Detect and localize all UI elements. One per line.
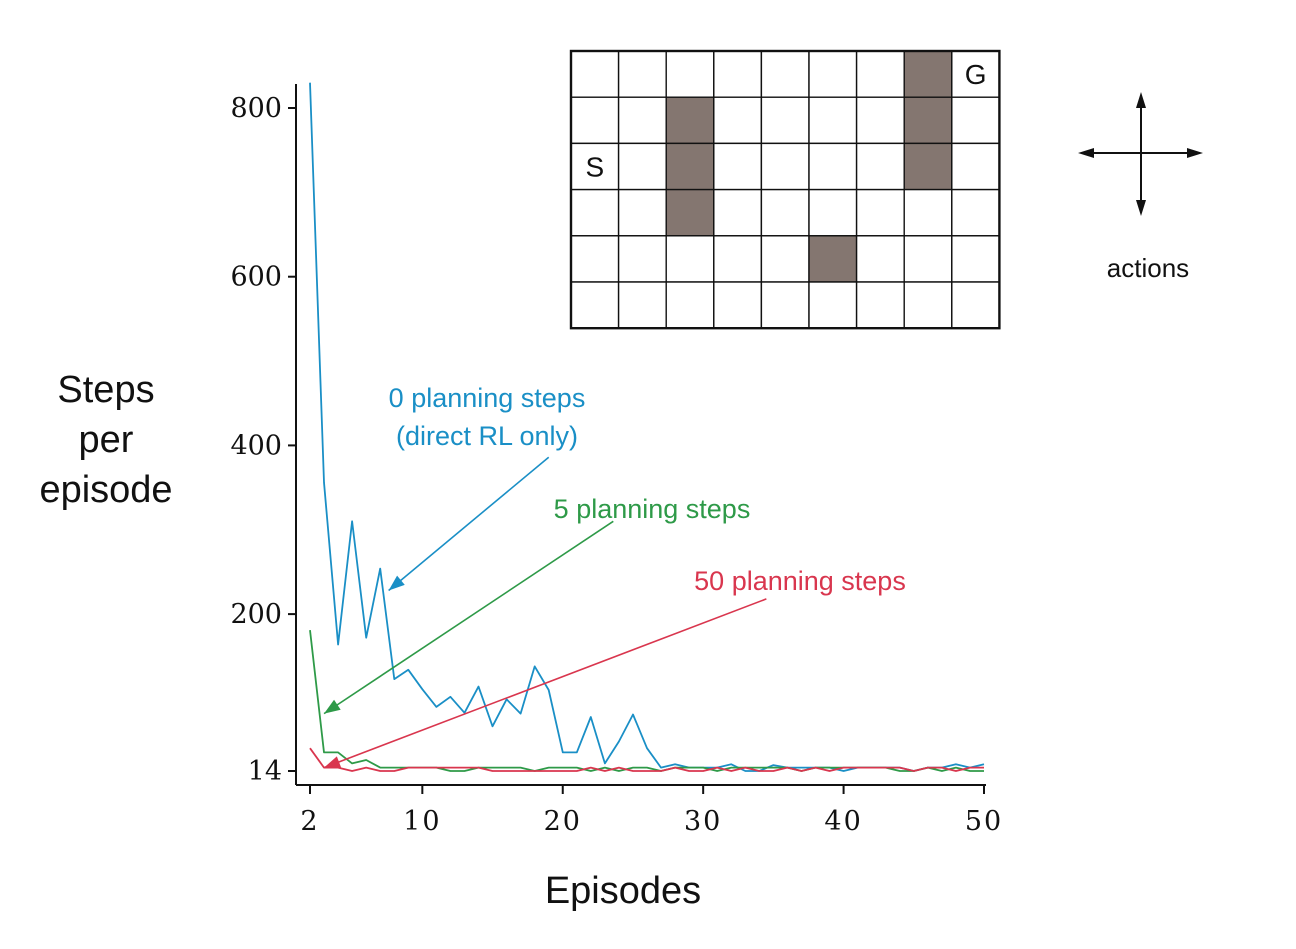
- gridworld-cell: [570, 281, 620, 329]
- annotations: 0 planning steps (direct RL only) 5 planni…: [323, 383, 906, 769]
- annotation-label-a0-line-1: 0 planning steps: [389, 383, 586, 413]
- gridworld-cell: [760, 142, 810, 191]
- gridworld-cell: [808, 142, 858, 191]
- gridworld-cell: [570, 235, 620, 283]
- x-tick-label-10: 10: [403, 806, 441, 837]
- gridworld-cell: [951, 281, 1001, 329]
- x-tick-label-50: 50: [965, 806, 1003, 837]
- y-axis-label-line-2: per: [79, 419, 134, 461]
- gridworld-cell: [951, 142, 1001, 191]
- annotation-arrowhead-a0: [388, 575, 405, 591]
- actions-diagram: [1078, 92, 1203, 216]
- gridworld-cell: [713, 235, 763, 283]
- gridworld-cell: [617, 96, 667, 145]
- gridworld-cell: [855, 50, 905, 98]
- gridworld-cell: [903, 281, 953, 329]
- series-group: [309, 82, 985, 772]
- x-axis-label: Episodes: [545, 870, 701, 912]
- gridworld-cell: [570, 50, 620, 98]
- gridworld-cell: [951, 50, 1001, 98]
- y-axis-label-line-1: Steps: [57, 369, 154, 411]
- gridworld-obstacle-cell: [808, 235, 858, 283]
- gridworld-cell: [855, 142, 905, 191]
- actions-arrowhead-right: [1187, 148, 1203, 158]
- x-tick-label-30: 30: [684, 806, 722, 837]
- annotation-arrow-a50: [323, 598, 767, 769]
- y-tick-label-400: 400: [230, 430, 282, 461]
- gridworld: SG: [569, 49, 1001, 330]
- gridworld-cell: [713, 142, 763, 191]
- gridworld-cell: [713, 96, 763, 145]
- annotation-arrowhead-a5: [324, 699, 341, 714]
- gridworld-start-label: S: [585, 152, 604, 183]
- gridworld-cell: [951, 235, 1001, 283]
- gridworld-obstacle-cell: [665, 188, 715, 237]
- y-tick-label-14: 14: [248, 756, 282, 787]
- gridworld-obstacle-cell: [665, 96, 715, 145]
- annotation-label-a50-line-1: 50 planning steps: [694, 566, 906, 596]
- y-tick-label-600: 600: [230, 262, 282, 293]
- gridworld-cell: [760, 96, 810, 145]
- gridworld-cell: [760, 50, 810, 98]
- gridworld-cell: [808, 50, 858, 98]
- gridworld-obstacle-cell: [903, 50, 953, 98]
- axes: [295, 84, 986, 786]
- gridworld-obstacle-cell: [903, 96, 953, 145]
- gridworld-cell: [570, 96, 620, 145]
- gridworld-cell: [665, 281, 715, 329]
- gridworld-cell: [808, 188, 858, 237]
- gridworld-obstacle-cell: [903, 142, 953, 191]
- gridworld-cell: [760, 235, 810, 283]
- gridworld-cell: [665, 235, 715, 283]
- x-tick-label-40: 40: [824, 806, 862, 837]
- gridworld-cell: [713, 50, 763, 98]
- gridworld-cell: [617, 142, 667, 191]
- gridworld-goal-label: G: [965, 59, 987, 90]
- series-line-s50: [309, 747, 984, 772]
- gridworld-cell: [760, 188, 810, 237]
- gridworld-cell: [855, 96, 905, 145]
- gridworld-cell: [951, 188, 1001, 237]
- gridworld-cell: [713, 281, 763, 329]
- gridworld-obstacle-cell: [665, 142, 715, 191]
- series-line-s5: [309, 629, 984, 772]
- gridworld-cell: [760, 281, 810, 329]
- gridworld-cell: [713, 188, 763, 237]
- gridworld-border: [569, 49, 1001, 330]
- gridworld-cell: [617, 50, 667, 98]
- gridworld-cell: [903, 188, 953, 237]
- gridworld-cell: [808, 96, 858, 145]
- actions-arrowhead-left: [1078, 148, 1094, 158]
- gridworld-cell: [808, 281, 858, 329]
- gridworld-cell: [617, 188, 667, 237]
- actions-arrowhead-up: [1136, 92, 1146, 108]
- x-tick-label-20: 20: [544, 806, 582, 837]
- annotation-arrowhead-a50: [324, 756, 342, 768]
- gridworld-cell: [570, 188, 620, 237]
- gridworld-cell: [855, 281, 905, 329]
- y-tick-label-800: 800: [230, 93, 282, 124]
- gridworld-cell: [617, 235, 667, 283]
- ticks: 14 200 400 600 800 2 10 20 30 40 50: [230, 93, 1003, 837]
- gridworld-cell: [855, 188, 905, 237]
- y-tick-label-200: 200: [230, 599, 282, 630]
- annotation-arrow-a5: [323, 520, 614, 715]
- actions-arrowhead-down: [1136, 200, 1146, 216]
- annotation-arrow-a0: [388, 456, 550, 592]
- actions-label: actions: [1107, 253, 1189, 283]
- annotation-label-a5-line-1: 5 planning steps: [554, 494, 751, 524]
- gridworld-cell: [855, 235, 905, 283]
- gridworld-cell: [951, 96, 1001, 145]
- y-axis-label-line-3: episode: [39, 469, 172, 511]
- gridworld-cell: [903, 235, 953, 283]
- x-tick-label-2: 2: [300, 806, 319, 837]
- annotation-label-a0-line-2: (direct RL only): [396, 421, 578, 451]
- gridworld-cell: [617, 281, 667, 329]
- gridworld-cell: [665, 50, 715, 98]
